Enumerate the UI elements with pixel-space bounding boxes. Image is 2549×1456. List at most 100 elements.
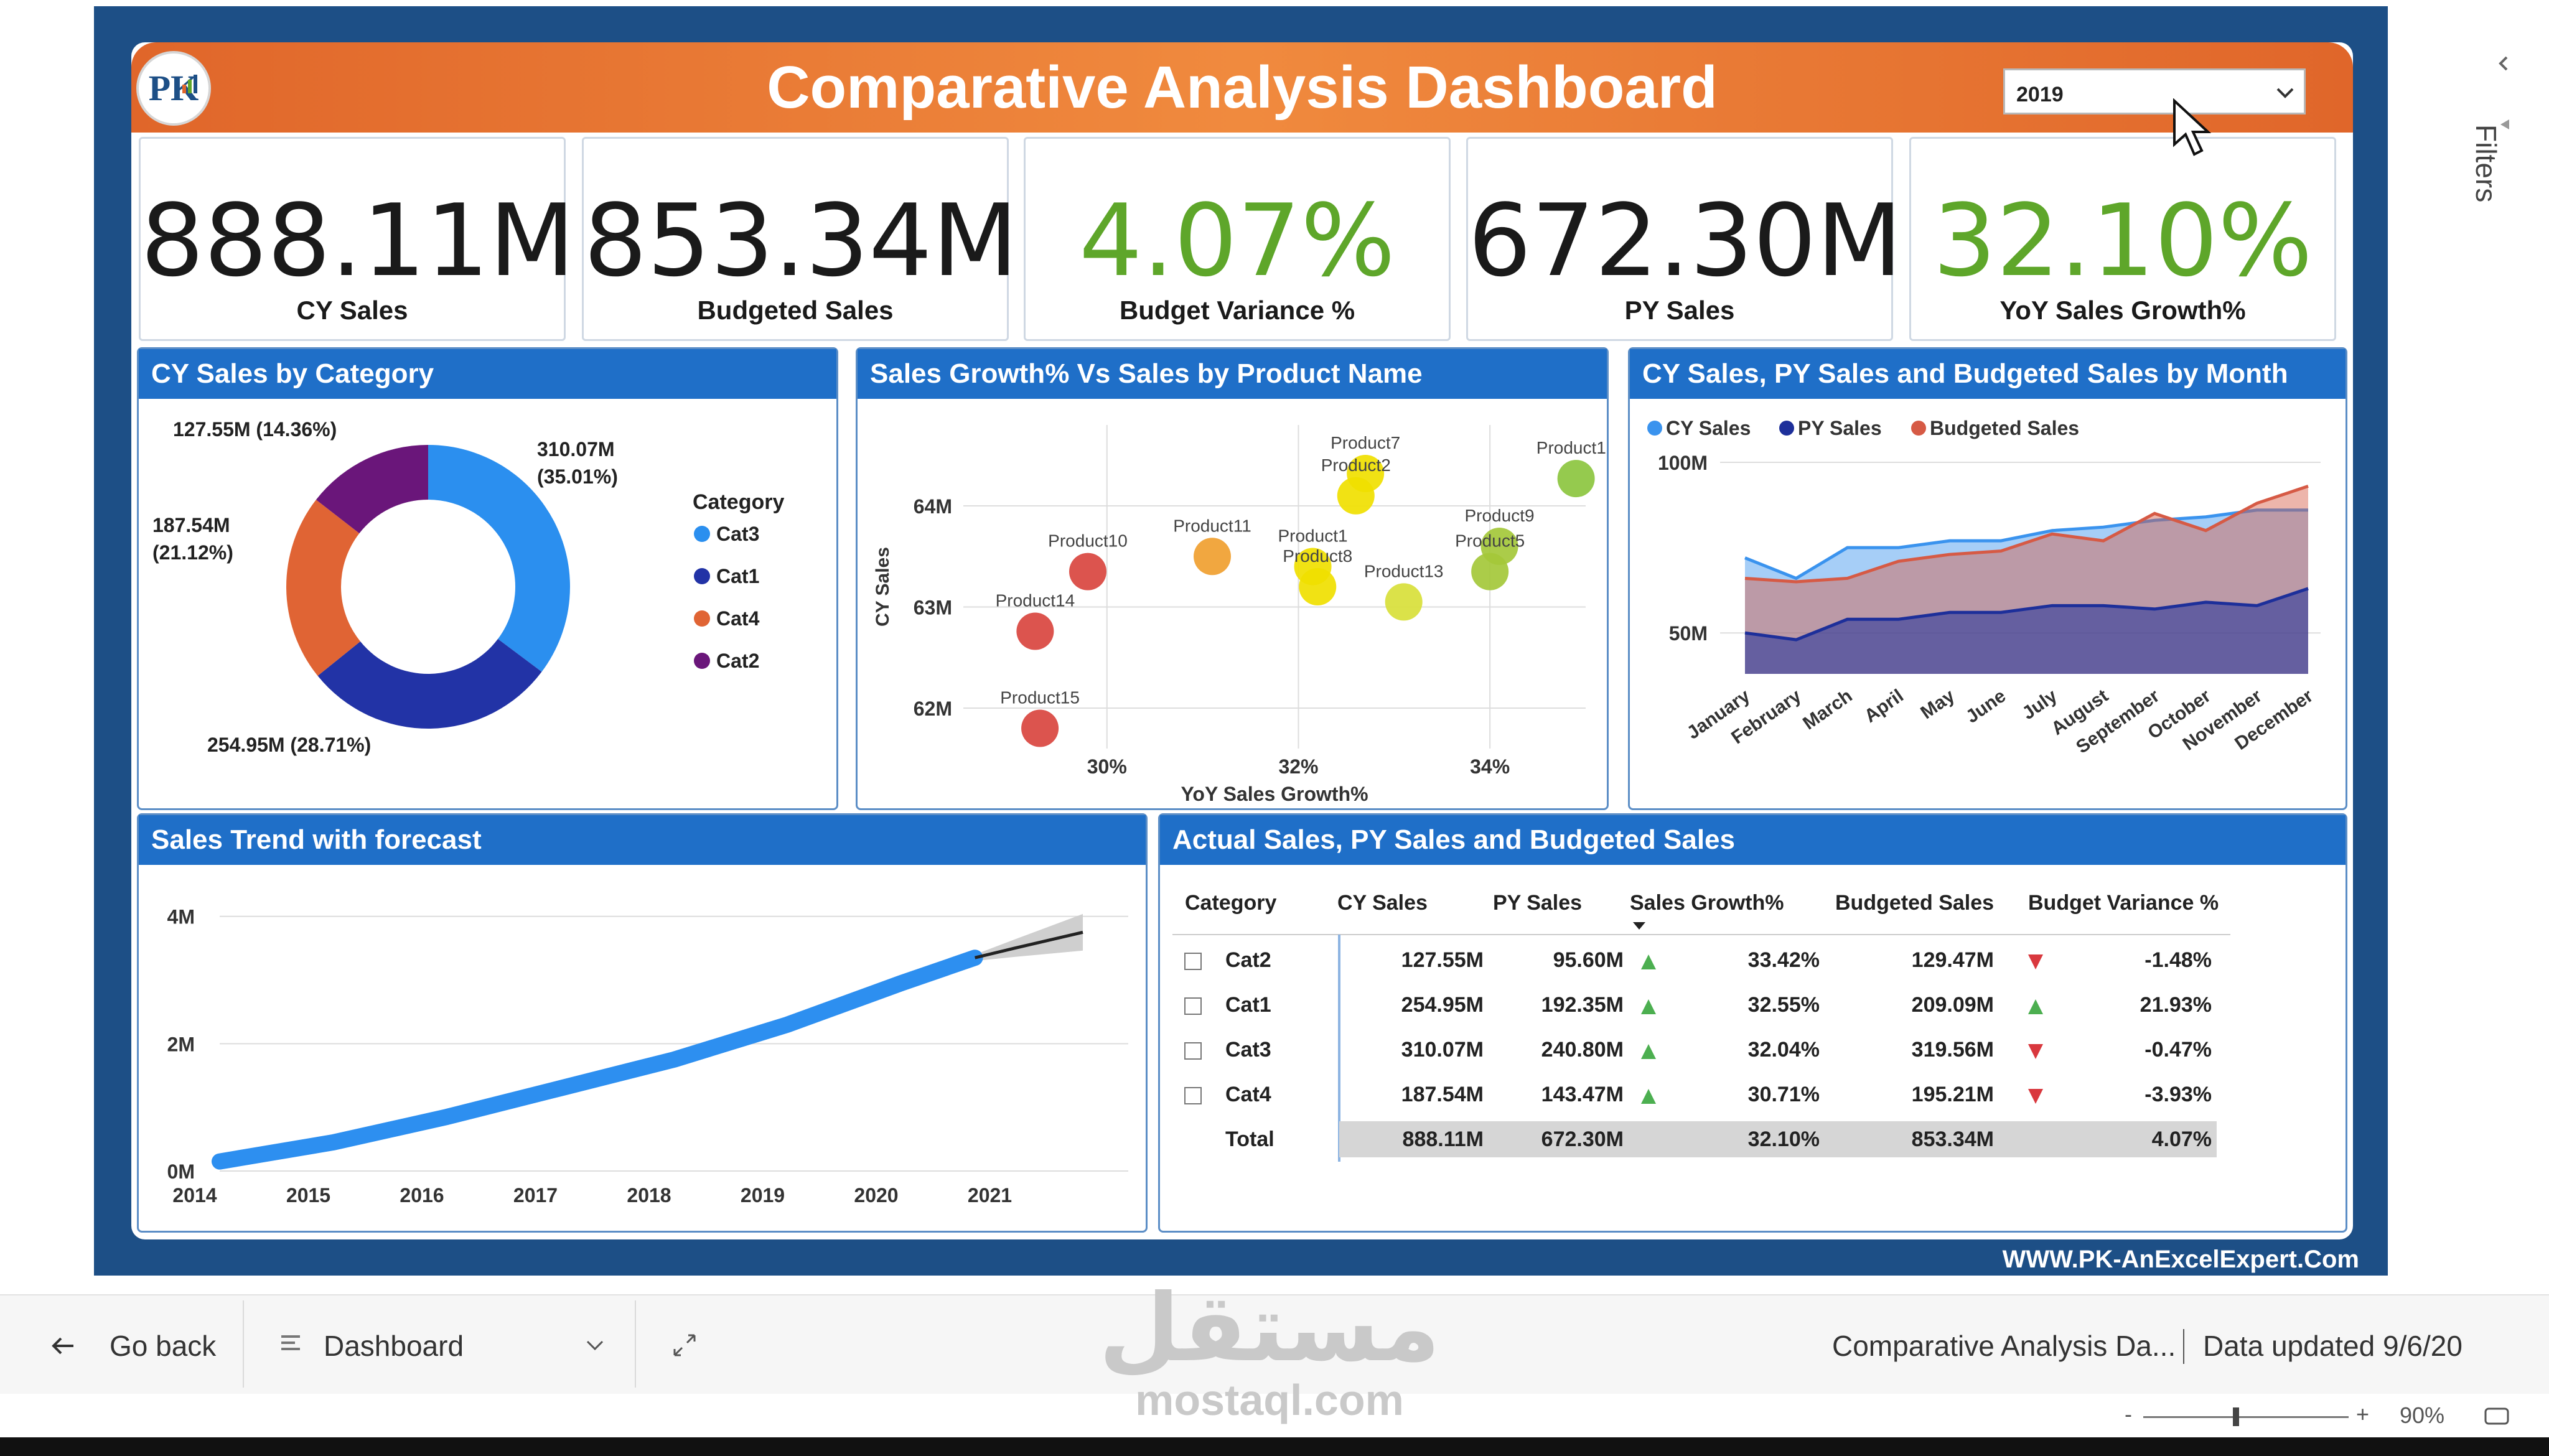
filters-pane[interactable] bbox=[2483, 19, 2527, 268]
legend-label: Cat2 bbox=[716, 650, 759, 672]
table-cell-cy: 127.55M bbox=[1401, 948, 1484, 972]
fit-to-page-icon[interactable] bbox=[671, 1332, 698, 1359]
donut-slice-label: 310.07M bbox=[537, 438, 615, 460]
series-line-budgeted-sales bbox=[1744, 485, 2309, 584]
donut-chart[interactable]: 310.07M (35.01%) 254.95M (28.71%) 187.54M (2… bbox=[139, 400, 836, 810]
scatter-point-label: Product8 bbox=[1283, 546, 1352, 566]
y-tick-label: 0M bbox=[167, 1160, 195, 1183]
area-fill-py-sales bbox=[1745, 588, 2308, 674]
y-tick-label: 63M bbox=[914, 597, 952, 619]
watermark: مستقل mostaql.com bbox=[1095, 1282, 1444, 1425]
go-back-button[interactable]: Go back bbox=[110, 1330, 217, 1362]
table-cell-budget: 319.56M bbox=[1912, 1038, 1994, 1062]
panel-title: Sales Growth% Vs Sales by Product Name bbox=[858, 349, 1607, 399]
kpi-value: 4.07% bbox=[1078, 182, 1396, 299]
collapse-icon[interactable] bbox=[2483, 31, 2527, 131]
forecast-band bbox=[975, 913, 1083, 961]
year-slicer[interactable]: 2019 bbox=[2003, 68, 2306, 114]
table-cell-growth: 33.42% bbox=[1748, 948, 1820, 972]
x-tick-label: 2015 bbox=[286, 1184, 330, 1206]
kpi-label: YoY Sales Growth% bbox=[1999, 296, 2246, 325]
table-cell-cy: 310.07M bbox=[1401, 1038, 1484, 1062]
donut-panel[interactable]: CY Sales by Category 310.07M (35.01%) 254.… bbox=[137, 347, 838, 810]
series-line-actual bbox=[212, 950, 983, 1170]
legend-label: CY Sales bbox=[1666, 417, 1751, 439]
zoom-slider[interactable] bbox=[2143, 1416, 2349, 1418]
legend-label: Cat1 bbox=[716, 565, 759, 587]
kpi-value: 853.34M bbox=[584, 182, 1018, 299]
status-bar bbox=[0, 1294, 2549, 1394]
table-panel[interactable]: Actual Sales, PY Sales and Budgeted Sale… bbox=[1158, 813, 2347, 1233]
zoom-level[interactable]: 90% bbox=[2400, 1402, 2445, 1428]
y-axis-title: CY Sales bbox=[872, 547, 893, 627]
chevron-down-icon[interactable] bbox=[585, 1338, 605, 1353]
table-cell-growth: 30.71% bbox=[1748, 1083, 1820, 1106]
panel-title: CY Sales by Category bbox=[139, 349, 836, 399]
scatter-chart[interactable]: 62M 63M 64M 30% 32% 34% YoY Sales Growth% CY Sa… bbox=[858, 400, 1607, 810]
y-tick-label: 50M bbox=[1669, 622, 1708, 645]
donut-slice-pct: (21.12%) bbox=[152, 541, 233, 564]
legend-marker bbox=[1779, 421, 1794, 436]
variance-indicator-icon bbox=[2028, 954, 2043, 969]
expand-icon bbox=[1184, 997, 1202, 1015]
expand-icon bbox=[1184, 953, 1202, 970]
x-tick-label: 2014 bbox=[172, 1184, 217, 1206]
legend-marker bbox=[1911, 421, 1926, 436]
filter-funnel-icon bbox=[2500, 119, 2509, 129]
legend-title: Category bbox=[693, 490, 784, 514]
table-cell-growth: 32.04% bbox=[1748, 1038, 1820, 1062]
trend-panel[interactable]: Sales Trend with forecast 0M 2M 4M 2014 2015… bbox=[137, 813, 1148, 1233]
zoom-slider-thumb[interactable] bbox=[2233, 1407, 2239, 1426]
page-icon bbox=[281, 1335, 300, 1350]
month-area-chart[interactable]: CY Sales PY Sales Budgeted Sales100M50MJan… bbox=[1630, 400, 2346, 810]
filters-label[interactable]: Filters bbox=[2470, 124, 2502, 203]
variance-indicator-icon bbox=[2028, 1089, 2043, 1104]
panel-title: Sales Trend with forecast bbox=[139, 815, 1146, 865]
total-label: Total bbox=[1225, 1127, 1274, 1151]
donut-slice-cat4 bbox=[286, 500, 361, 676]
sales-table[interactable]: Category CY Sales PY Sales Sales Growth% Bud… bbox=[1160, 866, 2346, 1232]
website-footer[interactable]: WWW.PK-AnExcelExpert.Com bbox=[2002, 1246, 2359, 1273]
table-cell-py: 240.80M bbox=[1541, 1038, 1624, 1062]
watermark-latin: mostaql.com bbox=[1135, 1376, 1404, 1424]
fullscreen-icon[interactable] bbox=[2483, 1406, 2510, 1426]
x-tick-label: 30% bbox=[1087, 755, 1127, 778]
scatter-point-label: Product14 bbox=[996, 591, 1075, 610]
legend-marker bbox=[694, 526, 710, 542]
scatter-point bbox=[1557, 460, 1595, 498]
dashboard-canvas: Comparative Analysis Dashboard PK 2019 8… bbox=[94, 6, 2388, 1276]
scatter-point-label: Product12 bbox=[1536, 438, 1607, 457]
logo-bars-icon bbox=[182, 75, 197, 93]
donut-slice-label: 254.95M (28.71%) bbox=[207, 734, 371, 756]
donut-slice-label: 127.55M (14.36%) bbox=[173, 418, 337, 441]
table-cell-growth: 32.55% bbox=[1748, 993, 1820, 1017]
legend-label: PY Sales bbox=[1798, 417, 1882, 439]
scatter-point-label: Product7 bbox=[1331, 433, 1400, 452]
donut-slice-cat1 bbox=[317, 638, 542, 729]
scatter-point bbox=[1385, 583, 1423, 621]
page-selector[interactable]: Dashboard bbox=[324, 1330, 464, 1362]
x-tick-label: 2018 bbox=[627, 1184, 671, 1206]
scatter-point-label: Product13 bbox=[1364, 561, 1444, 581]
column-header: Budgeted Sales bbox=[1835, 891, 1994, 915]
back-arrow-icon[interactable] bbox=[49, 1333, 78, 1358]
table-cell-py: 143.47M bbox=[1541, 1083, 1624, 1106]
growth-indicator-icon bbox=[1641, 1089, 1656, 1104]
growth-indicator-icon bbox=[1641, 999, 1656, 1014]
x-tick-label: 2020 bbox=[854, 1184, 898, 1206]
zoom-out-button[interactable]: - bbox=[2125, 1401, 2132, 1427]
donut-slice-cat3 bbox=[428, 445, 570, 672]
x-tick-label: 2019 bbox=[741, 1184, 785, 1206]
total-growth: 32.10% bbox=[1748, 1127, 1820, 1151]
month-panel[interactable]: CY Sales, PY Sales and Budgeted Sales by… bbox=[1628, 347, 2347, 810]
kpi-value: 32.10% bbox=[1932, 182, 2313, 299]
scatter-panel[interactable]: Sales Growth% Vs Sales by Product Name 6… bbox=[856, 347, 1609, 810]
table-cell-budget: 129.47M bbox=[1912, 948, 1994, 972]
kpi-label: PY Sales bbox=[1624, 296, 1735, 325]
zoom-in-button[interactable]: + bbox=[2356, 1401, 2370, 1427]
trend-chart[interactable]: 0M 2M 4M 2014 2015 2016 2017 2018 2019 2020 2021 bbox=[139, 866, 1146, 1232]
divider bbox=[243, 1300, 244, 1388]
table-cell-cy: 187.54M bbox=[1401, 1083, 1484, 1106]
legend-marker bbox=[694, 653, 710, 669]
